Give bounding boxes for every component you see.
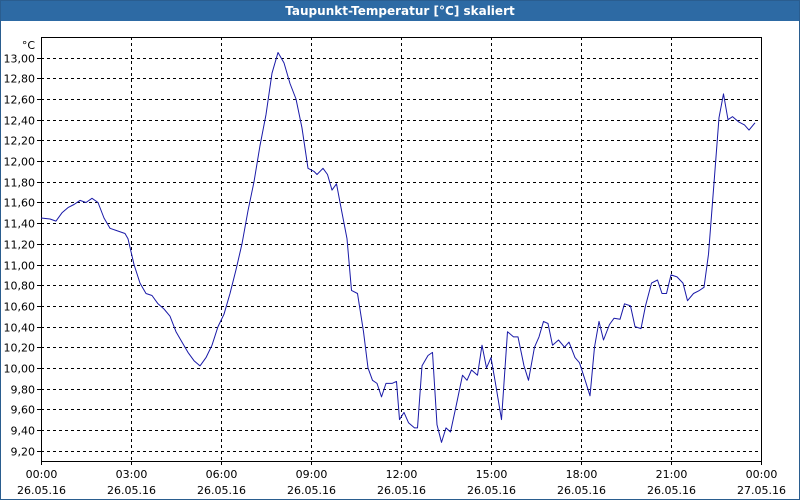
x-axis-ticks: 00:00 26.05.16 03:00 26.05.16 06:00 26.05.16 0… <box>17 461 786 497</box>
y-tick-label: 10,60 <box>4 301 36 314</box>
y-tick-label: 9,60 <box>11 404 36 417</box>
y-tick-label: 10,20 <box>4 342 36 355</box>
x-tick-date: 26.05.16 <box>287 484 336 497</box>
x-tick-time: 21:00 <box>656 468 688 481</box>
y-tick-label: 13,00 <box>4 53 36 66</box>
x-tick-date: 26.05.16 <box>377 484 426 497</box>
y-tick-label: 12,20 <box>4 135 36 148</box>
series-line <box>40 52 756 443</box>
x-tick-time: 12:00 <box>386 468 418 481</box>
y-axis-ticks: 9,20 9,40 9,60 9,80 10,00 10,20 10,40 10,60 10,8… <box>4 53 41 459</box>
x-tick-date: 26.05.16 <box>557 484 606 497</box>
y-tick-label: 9,40 <box>11 425 36 438</box>
y-tick-label: 12,40 <box>4 115 36 128</box>
y-tick-label: 11,40 <box>4 218 36 231</box>
y-tick-label: 11,60 <box>4 197 36 210</box>
x-tick-date: 26.05.16 <box>17 484 66 497</box>
y-tick-label: 12,80 <box>4 73 36 86</box>
x-tick-time: 00:00 <box>26 468 58 481</box>
y-tick-label: 11,80 <box>4 177 36 190</box>
y-tick-label: 11,20 <box>4 239 36 252</box>
grid-layer <box>41 37 761 461</box>
x-tick-date: 26.05.16 <box>647 484 696 497</box>
chart-title: Taupunkt-Temperatur [°C] skaliert <box>1 1 799 21</box>
y-tick-label: 9,20 <box>11 446 36 459</box>
x-tick-time: 09:00 <box>296 468 328 481</box>
series-layer <box>40 52 756 443</box>
x-tick-date: 26.05.16 <box>107 484 156 497</box>
x-tick-time: 00:00 <box>746 468 778 481</box>
x-tick-date: 27.05.16 <box>737 484 786 497</box>
x-tick-date: 26.05.16 <box>467 484 516 497</box>
y-tick-label: 12,00 <box>4 156 36 169</box>
y-tick-label: 11,00 <box>4 260 36 273</box>
x-tick-time: 15:00 <box>476 468 508 481</box>
y-tick-label: 10,80 <box>4 280 36 293</box>
y-tick-label: 10,40 <box>4 322 36 335</box>
x-tick-time: 06:00 <box>206 468 238 481</box>
y-tick-label: 9,80 <box>11 384 36 397</box>
y-tick-label: 10,00 <box>4 363 36 376</box>
y-tick-label: 12,60 <box>4 94 36 107</box>
y-axis-unit: °C <box>22 39 36 52</box>
x-tick-time: 18:00 <box>566 468 598 481</box>
x-tick-time: 03:00 <box>116 468 148 481</box>
x-tick-date: 26.05.16 <box>197 484 246 497</box>
